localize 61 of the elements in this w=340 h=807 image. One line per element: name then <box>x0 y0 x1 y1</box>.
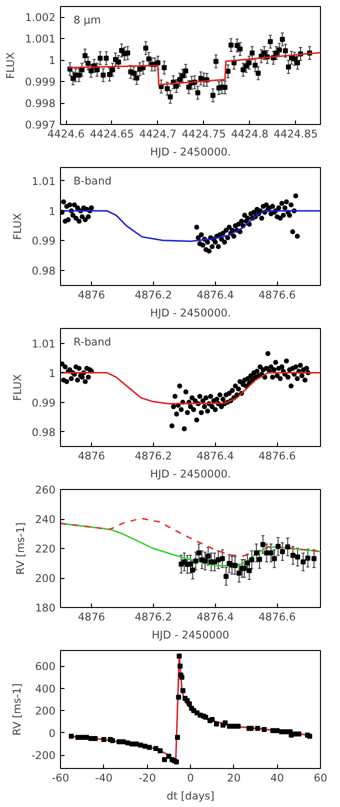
x-axis-title: HJD - 2450000. <box>150 468 231 480</box>
annotation: B-band <box>74 174 112 188</box>
x-tick-label: 4876 <box>78 288 106 302</box>
x-tick-label: 0 <box>187 772 194 784</box>
y-axis-title: FLUX <box>10 374 24 401</box>
x-tick-label: 4876.6 <box>258 288 296 302</box>
x-axis-title: dt [days] <box>166 790 214 802</box>
y-tick-label: 1.002 <box>24 11 56 24</box>
x-tick-label: 4424.65 <box>90 128 134 140</box>
x-tick-label: 4424.7 <box>139 128 177 140</box>
y-tick-label: 0 <box>48 726 56 740</box>
y-tick-label: 400 <box>35 682 56 696</box>
y-tick-label: 220 <box>35 542 56 556</box>
x-tick-label: 4876.6 <box>258 610 296 624</box>
x-tick-label: 40 <box>270 772 284 784</box>
x-tick-label: 4876.2 <box>134 288 172 302</box>
y-axis-title: RV [ms-1] <box>14 522 28 575</box>
x-axis-title: HJD - 2450000 <box>152 628 230 642</box>
y-tick-label: 0.998 <box>24 97 56 110</box>
x-tick-label: 4424.6 <box>47 128 85 140</box>
y-tick-label: 0.99 <box>32 396 56 410</box>
y-axis-title: RV [ms-1] <box>10 683 24 736</box>
x-tick-label: 4424.85 <box>274 128 318 140</box>
x-tick-label: -60 <box>52 772 70 784</box>
x-tick-label: 4424.8 <box>231 128 269 140</box>
y-tick-label: -200 <box>31 749 56 762</box>
y-tick-label: 1 <box>48 54 56 68</box>
x-tick-label: 4876.4 <box>196 450 234 462</box>
y-tick-label: 180 <box>35 602 56 614</box>
x-tick-label: -40 <box>95 772 113 784</box>
x-tick-label: 4876.4 <box>196 288 234 302</box>
y-axis-title: FLUX <box>10 213 24 240</box>
y-tick-label: 240 <box>35 513 56 526</box>
x-tick-label: 4876 <box>78 610 106 624</box>
x-tick-label: 20 <box>227 772 241 784</box>
x-tick-label: 4876.6 <box>258 450 296 462</box>
x-axis-title: HJD - 2450000. <box>150 306 231 320</box>
x-axis-title: HJD - 2450000. <box>150 146 231 158</box>
y-tick-label: 1.01 <box>32 174 56 188</box>
y-tick-label: 0.98 <box>32 426 56 439</box>
y-tick-label: 260 <box>35 484 56 496</box>
x-tick-label: 4876.2 <box>134 450 172 462</box>
y-tick-label: 1 <box>48 366 56 380</box>
x-tick-label: 4876 <box>78 450 106 462</box>
x-tick-label: 4876.4 <box>196 610 234 624</box>
y-tick-label: 200 <box>35 704 56 718</box>
x-tick-label: 4876.2 <box>134 610 172 624</box>
y-tick-label: 200 <box>35 572 56 585</box>
y-tick-label: 1.001 <box>24 32 56 46</box>
x-tick-label: 60 <box>314 772 328 784</box>
y-axis-title: FLUX <box>4 52 17 79</box>
y-tick-label: 1.01 <box>32 337 56 350</box>
annotation: R-band <box>74 336 112 349</box>
y-tick-label: 1 <box>48 204 56 218</box>
x-tick-label: -20 <box>138 772 156 784</box>
y-tick-label: 600 <box>35 660 56 674</box>
y-tick-label: 0.98 <box>32 264 56 278</box>
annotation: 8 μm <box>74 14 101 27</box>
y-tick-label: 0.99 <box>32 234 56 248</box>
x-tick-label: 4424.75 <box>182 128 226 140</box>
y-tick-label: 0.999 <box>24 76 56 89</box>
